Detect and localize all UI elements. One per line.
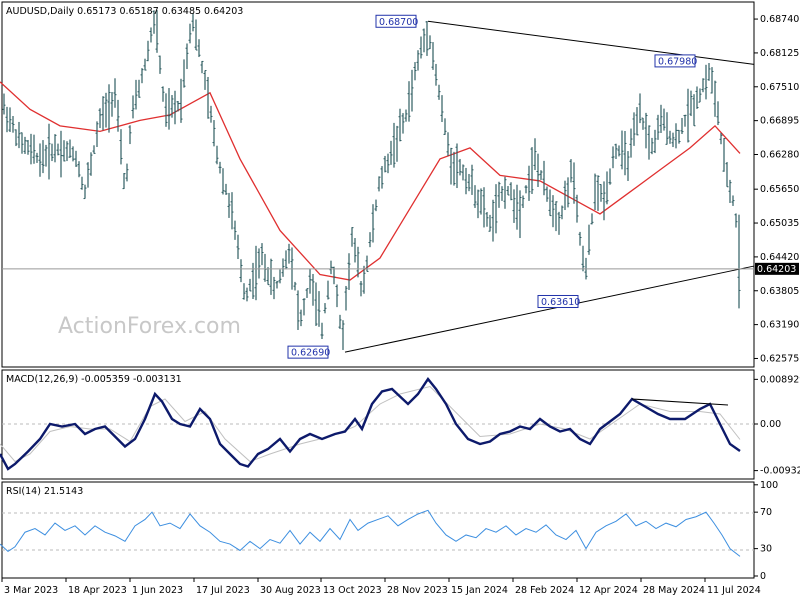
price-annotation-label: 0.67980 xyxy=(658,56,697,67)
x-axis-label: 17 Jul 2023 xyxy=(196,585,250,596)
price-axis-label: 0.66895 xyxy=(760,116,799,127)
price-annotation-box xyxy=(375,14,417,28)
macd-axis-label: 0.00 xyxy=(760,419,781,430)
rsi-line xyxy=(0,509,741,557)
macd-trendline xyxy=(631,398,729,406)
rsi-panel-header: RSI(14) 21.5143 xyxy=(6,486,83,497)
rsi-axis-label: 30 xyxy=(760,544,772,555)
price-axis-label: 0.64420 xyxy=(760,252,799,263)
price-axis-label: 0.66280 xyxy=(760,149,799,160)
x-axis-label: 30 Aug 2023 xyxy=(260,585,321,596)
x-axis-label: 28 May 2024 xyxy=(643,585,705,596)
x-axis-label: 15 Jan 2024 xyxy=(451,585,508,596)
rsi-axis-label: 0 xyxy=(760,571,766,582)
price-axis-label: 0.63805 xyxy=(760,286,799,297)
price-annotation-label: 0.63610 xyxy=(541,297,580,308)
price-axis-label: 0.68740 xyxy=(760,14,799,25)
trendline xyxy=(427,20,755,65)
price-annotation-label: 0.68700 xyxy=(379,17,418,28)
x-axis-label: 12 Apr 2024 xyxy=(579,585,638,596)
x-axis-label: 18 Apr 2023 xyxy=(68,585,127,596)
current-price-label: 0.64203 xyxy=(757,264,796,275)
macd-axis-label: -0.009321 xyxy=(760,466,800,477)
price-annotation-box xyxy=(287,345,329,359)
price-panel-header: AUDUSD,Daily 0.65173 0.65187 0.63485 0.6… xyxy=(6,6,243,17)
rsi-axis-label: 70 xyxy=(760,507,772,518)
x-axis-label: 13 Oct 2023 xyxy=(323,585,382,596)
price-axis-label: 0.68125 xyxy=(760,48,799,59)
x-axis-label: 28 Nov 2023 xyxy=(387,585,448,596)
price-axis-label: 0.65035 xyxy=(760,218,799,229)
price-axis-label: 0.67510 xyxy=(760,82,799,93)
macd-main-line xyxy=(0,376,741,471)
price-annotation-box xyxy=(537,294,579,308)
x-axis-label: 1 Jun 2023 xyxy=(132,585,183,596)
macd-panel-frame xyxy=(1,369,755,480)
price-axis-label: 0.65650 xyxy=(760,184,799,195)
price-panel-watermark: ActionForex.com xyxy=(58,314,241,339)
current-price-tag xyxy=(755,262,799,275)
price-axis-label: 0.62575 xyxy=(760,353,799,364)
macd-axis-label: 0.008929 xyxy=(760,374,800,385)
moving-average-line xyxy=(0,81,741,281)
price-annotation-box xyxy=(654,54,696,68)
price-annotation-label: 0.62690 xyxy=(291,348,330,359)
macd-panel-header: MACD(12,26,9) -0.005359 -0.003131 xyxy=(6,374,182,385)
price-panel-frame xyxy=(1,1,755,368)
x-axis-label: 28 Feb 2024 xyxy=(515,585,574,596)
x-axis-label: 11 Jul 2024 xyxy=(707,585,761,596)
trendline xyxy=(344,265,755,353)
price-axis-label: 0.63190 xyxy=(760,320,799,331)
x-axis-label: 3 Mar 2023 xyxy=(4,585,58,596)
rsi-panel-frame xyxy=(1,481,755,579)
rsi-axis-label: 100 xyxy=(760,480,778,491)
